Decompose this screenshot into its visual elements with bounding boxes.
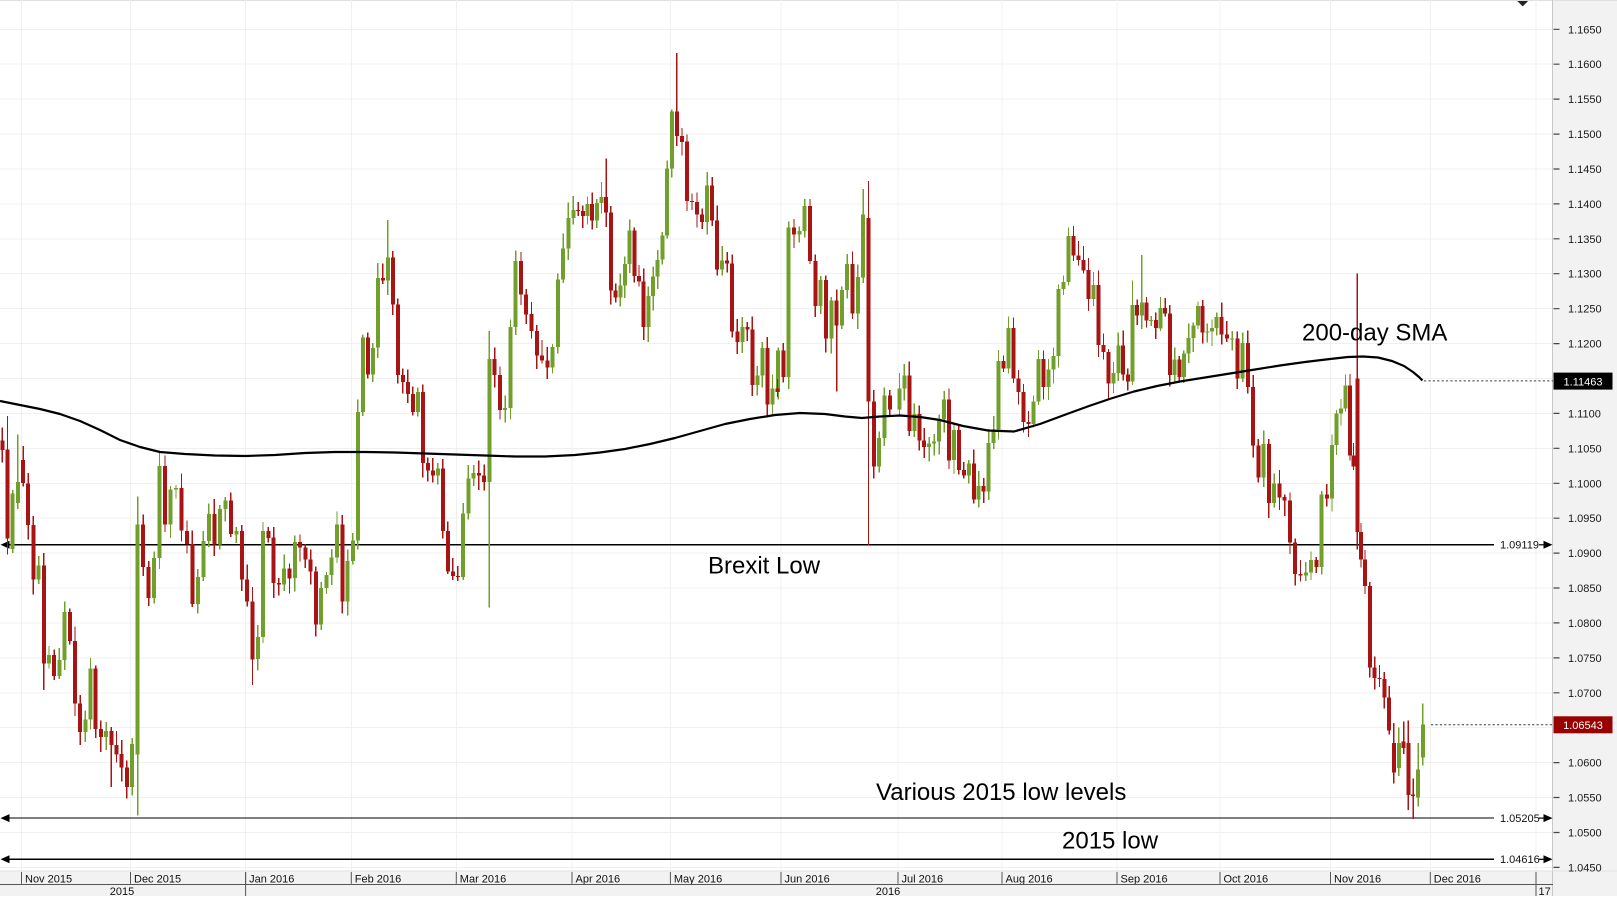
svg-text:1.1400: 1.1400 (1568, 199, 1602, 211)
svg-text:1.1300: 1.1300 (1568, 269, 1602, 281)
svg-text:1.1350: 1.1350 (1568, 234, 1602, 246)
svg-text:1.0450: 1.0450 (1568, 862, 1602, 874)
svg-text:1.06543: 1.06543 (1563, 720, 1603, 732)
svg-text:Feb 2016: Feb 2016 (355, 873, 401, 885)
svg-text:1.0900: 1.0900 (1568, 548, 1602, 560)
svg-text:1.1100: 1.1100 (1568, 408, 1601, 420)
svg-text:1.0550: 1.0550 (1568, 793, 1602, 805)
svg-text:Jul 2016: Jul 2016 (902, 873, 944, 885)
svg-text:1.04616: 1.04616 (1500, 854, 1540, 866)
svg-text:1.1550: 1.1550 (1568, 94, 1602, 106)
svg-text:1.05205: 1.05205 (1500, 813, 1540, 825)
svg-text:2016: 2016 (876, 886, 900, 896)
svg-text:Jan 2016: Jan 2016 (249, 873, 294, 885)
svg-text:Oct 2016: Oct 2016 (1224, 873, 1269, 885)
svg-text:1.1200: 1.1200 (1568, 339, 1602, 351)
svg-text:1.1650: 1.1650 (1568, 24, 1602, 36)
svg-text:1.11463: 1.11463 (1564, 376, 1603, 388)
svg-text:1.1000: 1.1000 (1568, 478, 1602, 490)
svg-text:Jun 2016: Jun 2016 (785, 873, 830, 885)
svg-text:2015 low: 2015 low (1062, 828, 1159, 855)
svg-text:May 2016: May 2016 (674, 873, 722, 885)
svg-text:Brexit Low: Brexit Low (708, 553, 821, 580)
svg-text:17: 17 (1539, 886, 1551, 896)
svg-text:2015: 2015 (110, 886, 134, 896)
svg-text:1.0500: 1.0500 (1568, 828, 1602, 840)
svg-text:Aug 2016: Aug 2016 (1006, 873, 1053, 885)
svg-text:Dec 2016: Dec 2016 (1434, 873, 1481, 885)
svg-text:1.1050: 1.1050 (1568, 443, 1602, 455)
svg-text:1.0800: 1.0800 (1568, 618, 1602, 630)
svg-text:Nov 2015: Nov 2015 (25, 873, 72, 885)
svg-text:1.0750: 1.0750 (1568, 653, 1602, 665)
svg-text:1.0850: 1.0850 (1568, 583, 1602, 595)
svg-text:1.1450: 1.1450 (1568, 164, 1602, 176)
svg-text:1.1600: 1.1600 (1568, 59, 1602, 71)
svg-text:1.09119: 1.09119 (1500, 540, 1539, 552)
svg-text:Dec 2015: Dec 2015 (134, 873, 181, 885)
svg-text:Mar 2016: Mar 2016 (460, 873, 506, 885)
svg-text:1.0700: 1.0700 (1568, 688, 1602, 700)
svg-text:200-day SMA: 200-day SMA (1302, 320, 1447, 347)
svg-text:1.1500: 1.1500 (1568, 129, 1602, 141)
svg-text:1.1250: 1.1250 (1568, 304, 1602, 316)
svg-text:Nov 2016: Nov 2016 (1334, 873, 1381, 885)
svg-text:Sep 2016: Sep 2016 (1121, 873, 1168, 885)
svg-text:Various 2015 low levels: Various 2015 low levels (876, 779, 1126, 806)
svg-text:1.0950: 1.0950 (1568, 513, 1602, 525)
svg-text:1.0600: 1.0600 (1568, 758, 1602, 770)
svg-text:Apr 2016: Apr 2016 (576, 873, 621, 885)
